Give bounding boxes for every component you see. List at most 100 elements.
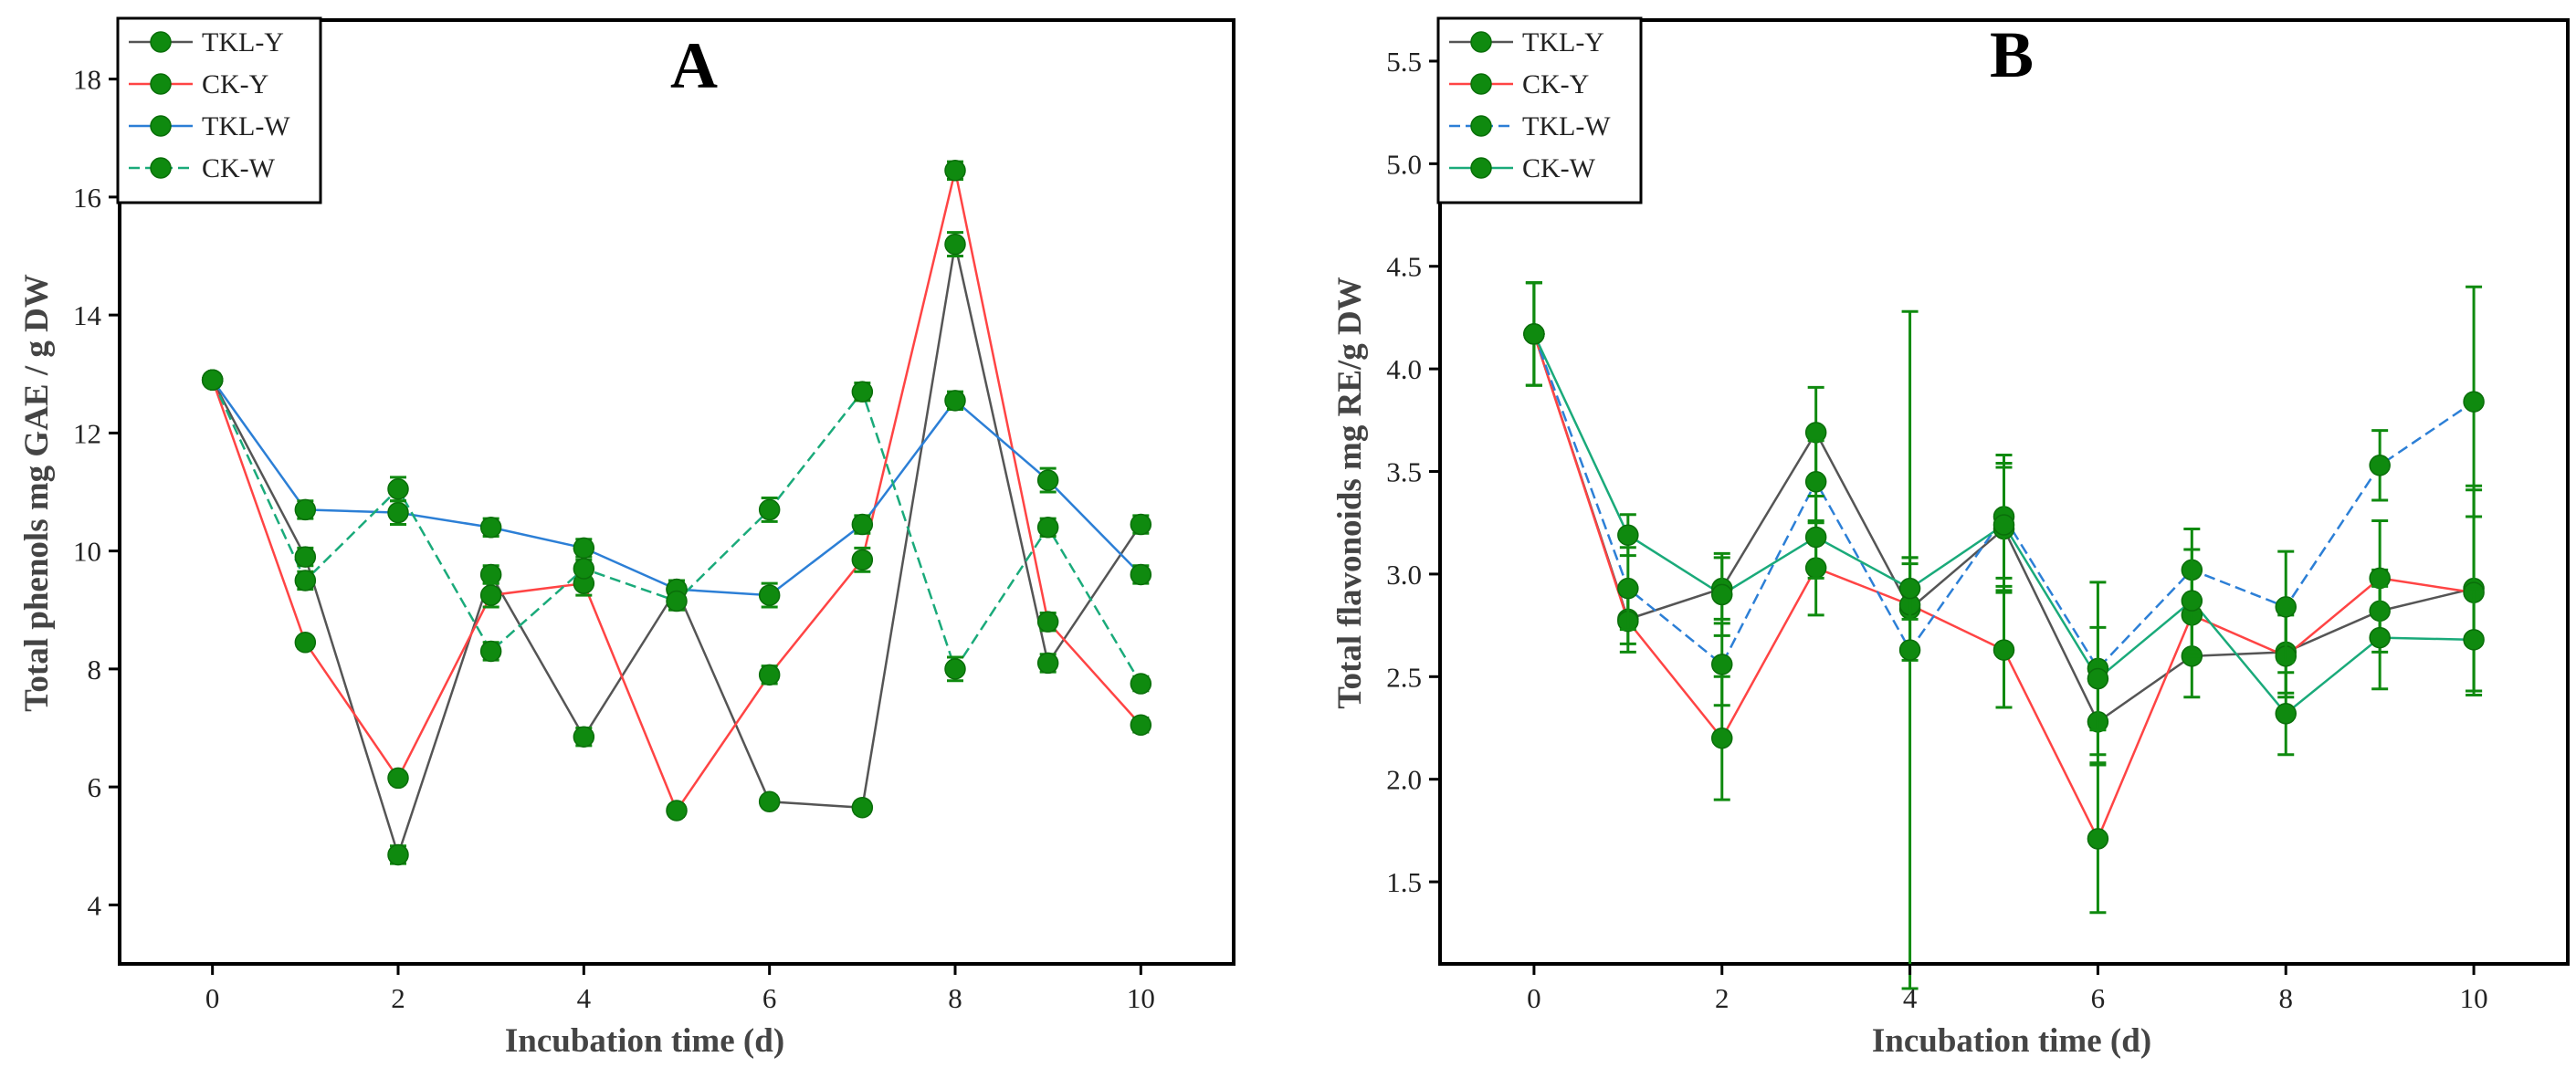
x-tick-label: 6 xyxy=(2091,982,2106,1014)
x-tick-label: 0 xyxy=(1527,982,1541,1014)
legend-label: CK-Y xyxy=(202,69,268,99)
legend-label: TKL-W xyxy=(1522,111,1611,141)
data-point xyxy=(573,537,595,560)
legend-label: TKL-Y xyxy=(1522,27,1604,58)
series-markers-tkl-y xyxy=(201,231,1152,866)
legend-item: CK-W xyxy=(1449,153,1596,183)
legend-item: TKL-W xyxy=(129,111,290,141)
series-line xyxy=(211,244,1142,859)
data-point xyxy=(851,513,874,536)
data-point xyxy=(1711,654,1733,675)
legend-marker xyxy=(150,157,172,179)
series-tkl-w xyxy=(211,379,1142,597)
data-point xyxy=(1036,611,1059,633)
data-point xyxy=(1130,673,1152,695)
legend-item: TKL-Y xyxy=(129,27,284,58)
legend-item: TKL-Y xyxy=(1449,27,1604,58)
data-point xyxy=(387,767,409,790)
data-point xyxy=(1804,471,1827,493)
data-point xyxy=(758,664,781,686)
x-tick-label: 8 xyxy=(2279,982,2294,1014)
data-point xyxy=(758,498,781,521)
series-markers-ck-w xyxy=(201,369,1152,695)
data-point xyxy=(479,517,502,539)
y-axis-title: Total phenols mg GAE / g DW xyxy=(18,274,56,712)
x-axis-title: Incubation time (d) xyxy=(505,1022,784,1060)
data-point xyxy=(294,498,317,521)
legend-marker xyxy=(1470,73,1492,95)
plot-frame xyxy=(118,18,1235,966)
legend-marker xyxy=(1470,31,1492,53)
series-ck-y xyxy=(211,170,1142,813)
y-tick-label: 5.0 xyxy=(1386,148,1422,180)
data-point xyxy=(201,369,224,391)
y-tick-label: 2.0 xyxy=(1386,764,1422,796)
y-tick-label: 4.0 xyxy=(1386,353,1422,385)
data-point xyxy=(2369,455,2391,476)
y-tick-label: 8 xyxy=(88,654,102,686)
series-line xyxy=(211,170,1142,813)
x-tick-label: 10 xyxy=(1127,982,1155,1014)
series-line xyxy=(211,379,1142,685)
data-point xyxy=(2087,667,2109,690)
data-point xyxy=(758,584,781,606)
series-line xyxy=(211,379,1142,597)
x-tick-label: 8 xyxy=(948,982,962,1014)
legend-label: CK-W xyxy=(202,153,276,183)
y-tick-label: 16 xyxy=(73,182,101,214)
data-point xyxy=(1898,577,1921,600)
data-point xyxy=(851,549,874,571)
data-point xyxy=(479,563,502,586)
data-point xyxy=(2275,703,2297,725)
data-point xyxy=(1523,323,1545,345)
y-tick-label: 4.5 xyxy=(1386,251,1422,283)
legend-label: CK-W xyxy=(1522,153,1596,183)
data-point xyxy=(2181,590,2203,612)
data-point xyxy=(666,590,688,612)
data-point xyxy=(1992,639,2015,661)
legend-marker xyxy=(150,73,172,95)
y-tick-label: 5.5 xyxy=(1386,46,1422,78)
data-point xyxy=(1992,514,2015,536)
data-point xyxy=(2369,626,2391,649)
legend-item: CK-W xyxy=(129,153,276,183)
y-tick-label: 12 xyxy=(73,417,101,449)
data-point xyxy=(851,796,874,819)
data-point xyxy=(387,478,409,500)
legend-item: CK-Y xyxy=(1449,69,1589,99)
data-point xyxy=(294,546,317,568)
data-point xyxy=(851,381,874,403)
data-point xyxy=(294,632,317,654)
legend-item: TKL-W xyxy=(1449,111,1611,141)
data-point xyxy=(944,658,966,680)
data-point xyxy=(479,584,502,606)
chart-panel-b: 0 2 4 6 8 10 1.5 2.0 2.5 3.0 3.5 4.0 4.5 5.0 5.5 B Inc… xyxy=(1331,16,2570,1060)
x-tick-label: 2 xyxy=(1715,982,1730,1014)
data-point xyxy=(944,390,966,412)
data-point xyxy=(1711,727,1733,749)
panel-label: B xyxy=(1990,18,2034,91)
x-tick-label: 4 xyxy=(1903,982,1918,1014)
y-tick-label: 4 xyxy=(88,889,102,921)
data-point xyxy=(2463,629,2485,651)
x-tick-label: 4 xyxy=(577,982,592,1014)
y-axis-title: Total flavonoids mg RE/g DW xyxy=(1331,277,1369,709)
data-point xyxy=(2275,596,2297,618)
data-point xyxy=(387,501,409,524)
y-tick-label: 10 xyxy=(73,536,101,568)
y-tick-label: 3.5 xyxy=(1386,456,1422,488)
chart-panel-a: 0 2 4 6 8 10 4 6 8 10 12 14 16 18 A Incubation time (… xyxy=(18,16,1235,1060)
data-point xyxy=(1617,577,1639,600)
y-tick-label: 6 xyxy=(88,771,102,803)
y-tick-label: 18 xyxy=(73,64,101,96)
legend-marker xyxy=(150,31,172,53)
data-point xyxy=(1804,526,1827,549)
data-point xyxy=(479,640,502,663)
y-tick-label: 1.5 xyxy=(1386,866,1422,898)
legend-label: TKL-W xyxy=(202,111,290,141)
x-tick-label: 2 xyxy=(391,982,405,1014)
x-tick-label: 6 xyxy=(762,982,777,1014)
series-markers-ck-w xyxy=(1523,281,2485,757)
series-tkl-y xyxy=(211,244,1142,859)
x-axis-title: Incubation time (d) xyxy=(1872,1022,2151,1060)
